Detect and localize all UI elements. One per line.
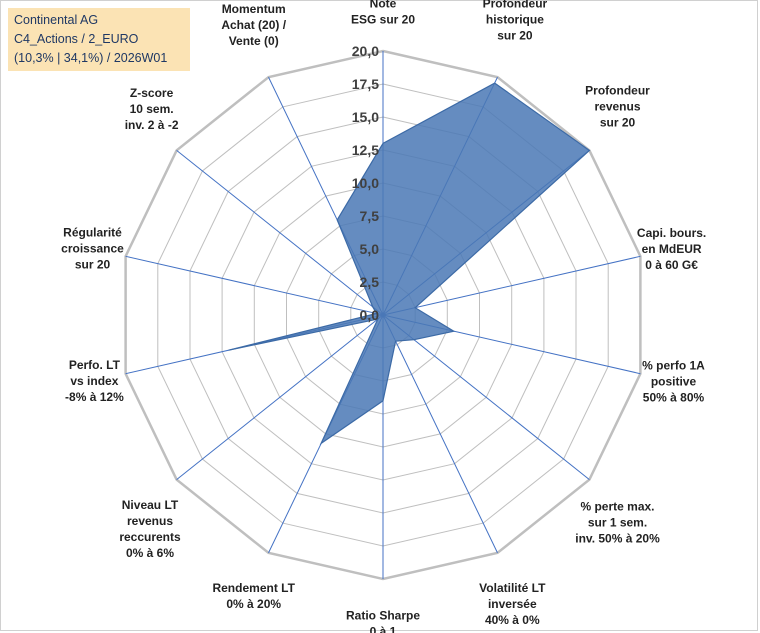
axis-title-line: inv. 50% à 20% [575,531,660,545]
axis-spoke [382,255,641,316]
axis-title-line: ESG sur 20 [351,12,415,26]
axis-title-line: % perte max. [580,499,654,513]
axis-title-line: Régularité [63,226,122,240]
axis-title-line: sur 20 [497,29,533,43]
axis-title-line: Ratio Sharpe [346,608,420,622]
axis-title-line: sur 20 [600,115,636,129]
axis-title-line: revenus [127,514,173,528]
axis-title-line: Vente (0) [229,34,279,48]
axis-title-line: Achat (20) / [221,18,286,32]
axis-title-line: 40% à 0% [485,613,540,627]
tick-label: 5,0 [360,241,380,257]
axis-title-line: Niveau LT [122,498,179,512]
axis-title-line: revenus [594,99,640,113]
axis-title-line: Volatilité LT [479,581,546,595]
axis-title-line: sur 1 sem. [588,515,647,529]
axis-title-line: Capi. bours. [637,226,706,240]
axis-title-line: Profondeur [585,83,650,97]
axis-title-line: en MdEUR [642,242,702,256]
axis-title-line: Rendement LT [212,581,295,595]
portfolio-name: C4_Actions / 2_EURO [14,32,139,46]
axis-spoke [382,314,498,554]
tick-label: 20,0 [352,43,379,59]
axis-title-line: % perfo 1A [642,358,705,372]
axis-title-line: inversée [488,597,537,611]
tick-label: 2,5 [360,274,380,290]
axis-title-line: Profondeur [483,0,548,11]
company-name: Continental AG [14,13,99,27]
tick-label: 15,0 [352,109,379,125]
axis-title-line: 0% à 6% [126,546,174,560]
axis-title-line: historique [486,13,544,27]
tick-label: 0,0 [360,307,380,323]
axis-spoke [176,314,384,480]
axis-title-line: vs index [70,374,118,388]
axis-spoke [176,150,384,316]
tick-label: 10,0 [352,175,379,191]
axis-title-line: inv. 2 à -2 [125,118,179,132]
period-stats: (10,3% | 34,1%) / 2026W01 [14,51,168,65]
axis-title-line: 0 à 1 [370,624,397,633]
axis-title-line: Note [370,0,397,10]
tick-label: 12,5 [352,142,379,158]
axis-title-line: sur 20 [75,258,111,272]
axis-spoke [125,255,384,316]
axis-title-line: 50% à 80% [643,390,705,404]
axis-title-line: Momentum [222,2,286,16]
axis-title-line: reccurents [119,530,181,544]
axis-title-line: positive [651,374,697,388]
axis-title-line: -8% à 12% [65,390,124,404]
axis-spoke [382,314,590,480]
tick-label: 7,5 [360,208,380,224]
axis-title-line: 10 sem. [130,102,174,116]
axis-title-line: 0 à 60 G€ [645,258,698,272]
axis-title-line: 0% à 20% [226,597,281,611]
info-box: Continental AG C4_Actions / 2_EURO (10,3… [8,8,190,71]
data-series-area [228,82,591,446]
axis-title-line: Perfo. LT [69,358,121,372]
tick-label: 17,5 [352,76,379,92]
axis-title-line: croissance [61,242,124,256]
axis-title-line: Z-score [130,86,174,100]
